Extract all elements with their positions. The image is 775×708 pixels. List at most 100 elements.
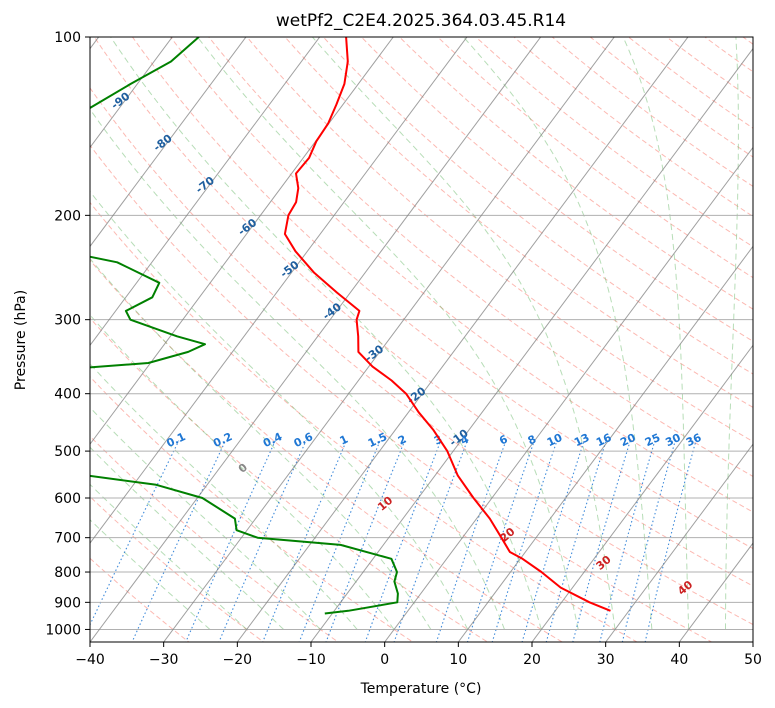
y-tick-label: 400 — [54, 387, 81, 403]
x-tick-label: −20 — [223, 652, 253, 668]
dry-adiabat — [762, 24, 775, 654]
x-tick-label: −10 — [296, 652, 326, 668]
isotherm — [90, 37, 247, 248]
x-tick-label: 0 — [380, 652, 389, 668]
x-tick-label: 20 — [523, 652, 541, 668]
dry-adiabat — [90, 144, 713, 642]
dry-adiabat — [90, 87, 753, 626]
mixing-ratio-line — [621, 440, 676, 642]
mixing-ratio-label: 0.6 — [292, 430, 315, 450]
mixing-ratio-label: 36 — [684, 431, 704, 449]
mixing-ratio-line — [491, 440, 558, 642]
moist-adiabat-label: 40 — [675, 578, 695, 598]
moist-adiabat — [90, 257, 432, 630]
isotherm-label: -60 — [236, 216, 260, 239]
isotherm — [531, 344, 753, 642]
dry-adiabat — [360, 37, 753, 342]
isotherm-label: -30 — [362, 342, 386, 365]
isotherm — [90, 37, 394, 446]
dry-adiabat — [208, 37, 753, 477]
x-tick-label: 10 — [449, 652, 467, 668]
x-axis-label: Temperature (°C) — [360, 681, 482, 697]
mixing-ratio-label: 2 — [396, 433, 408, 448]
y-tick-label: 900 — [54, 595, 81, 611]
x-tick-label: 50 — [744, 652, 762, 668]
dry-adiabat — [703, 37, 753, 73]
dry-adiabat — [90, 557, 190, 642]
mixing-ratio-line — [435, 440, 507, 642]
mixing-ratio-label: 13 — [572, 431, 591, 449]
mixing-ratio-line — [521, 440, 585, 642]
moist-adiabat — [90, 483, 248, 630]
dry-adiabat — [246, 37, 753, 443]
dry-adiabat — [284, 37, 753, 408]
mixing-ratio-line — [466, 440, 535, 642]
moist-adiabat — [311, 37, 616, 630]
moist-adiabat-label: 10 — [375, 494, 395, 514]
isotherm-label: -70 — [193, 174, 217, 197]
mixing-ratio-line — [393, 440, 468, 642]
isotherm — [163, 37, 615, 642]
x-tick-label: 30 — [597, 652, 615, 668]
dry-adiabat — [90, 317, 489, 642]
dry-adiabat — [90, 435, 340, 642]
mixing-ratio-label: 1 — [338, 433, 350, 448]
y-tick-label: 800 — [54, 565, 81, 581]
isotherm-lines — [90, 37, 753, 642]
background-lines — [90, 24, 775, 654]
moist-adiabat — [90, 519, 211, 630]
mixing-ratio-line — [644, 440, 697, 642]
isotherm — [236, 37, 689, 642]
y-tick-label: 600 — [54, 491, 81, 507]
temperature-profile — [283, 37, 611, 612]
y-tick-label: 300 — [54, 313, 81, 329]
moist-adiabat — [90, 406, 321, 630]
moist-adiabat — [90, 108, 505, 630]
y-tick-label: 700 — [54, 531, 81, 547]
dry-adiabat — [131, 37, 753, 550]
moist-adiabat — [196, 37, 579, 630]
mixing-ratio-label: 20 — [618, 431, 638, 449]
dry-adiabat — [90, 259, 564, 642]
mixing-ratio-line — [131, 440, 226, 642]
dry-adiabat — [169, 37, 753, 513]
isotherm — [90, 37, 321, 347]
moist-adiabat — [90, 314, 395, 630]
isotherm-label: -100 — [63, 45, 93, 72]
isotherm — [605, 443, 753, 642]
mixing-ratio-line — [545, 440, 607, 642]
mixing-ratio-line — [599, 440, 656, 642]
dry-adiabat — [589, 37, 753, 158]
dry-adiabat — [90, 495, 265, 642]
dry-adiabat — [90, 201, 638, 642]
isotherm — [678, 542, 753, 642]
chart-title: wetPf2_C2E4.2025.364.03.45.R14 — [276, 11, 566, 31]
isotherm — [310, 47, 753, 642]
y-tick-label: 500 — [54, 444, 81, 460]
isotherm — [90, 37, 468, 544]
plot-frame — [89, 36, 754, 643]
moist-adiabat — [622, 37, 690, 630]
dewpoint-profile — [90, 37, 399, 615]
dry-adiabat — [665, 37, 753, 101]
isotherm — [90, 37, 542, 642]
isotherm-label: -50 — [278, 258, 302, 281]
mixing-ratio-line — [364, 440, 442, 642]
x-tick-label: −30 — [149, 652, 179, 668]
moist-adiabat — [110, 37, 542, 630]
y-tick-label: 100 — [54, 30, 81, 46]
mixing-ratio-label: 6 — [497, 432, 510, 447]
mixing-ratio-line — [572, 440, 631, 642]
axis-ticks: −40 −30 −20 −10 0 10 20 30 40 5010020030040050060… — [45, 30, 762, 668]
mixing-ratio-label: 4 — [459, 432, 472, 447]
mixing-ratio-label: 16 — [594, 431, 614, 449]
isotherm-label: -80 — [151, 132, 175, 155]
mixing-ratio-label: 0.1 — [164, 430, 187, 450]
isotherm — [384, 146, 753, 642]
y-tick-label: 200 — [54, 208, 81, 224]
isotherm — [457, 245, 753, 642]
moist-adiabat — [90, 446, 284, 630]
dry-adiabat — [475, 37, 753, 248]
y-tick-label: 1000 — [45, 622, 81, 638]
